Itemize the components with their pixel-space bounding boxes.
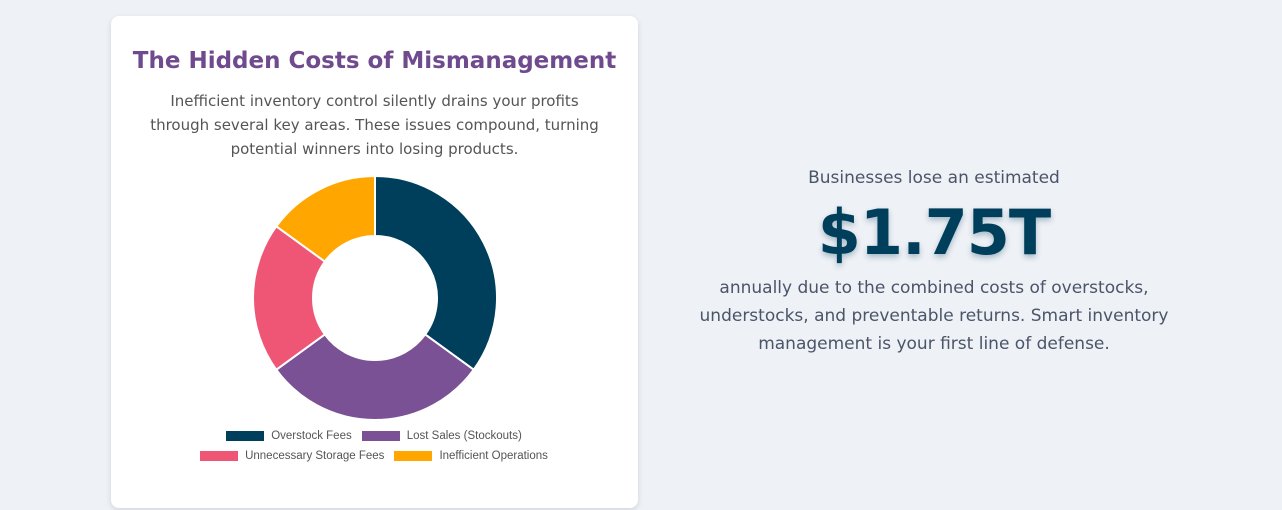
doughnut-segment[interactable] (274, 176, 376, 263)
legend-swatch (200, 451, 239, 461)
card: The Hidden Costs of Mismanagement Ineffi… (111, 16, 638, 508)
card-description: Inefficient inventory control silently d… (150, 92, 599, 158)
legend-item[interactable]: Unnecessary Storage Fees (200, 450, 384, 462)
legend-item[interactable]: Inefficient Operations (394, 450, 548, 462)
legend-swatch (361, 431, 400, 441)
doughnut-segment[interactable] (252, 224, 327, 372)
stat-text: annually due to the combined costs of ov… (699, 278, 1169, 354)
legend-item[interactable]: Lost Sales (Stockouts) (361, 430, 522, 442)
stat-amount: $1.75T (817, 196, 1051, 269)
legend: Overstock Fees Lost Sales (Stockouts) Unne… (189, 430, 559, 462)
legend-label: Lost Sales (Stockouts) (406, 430, 522, 442)
legend-label: Overstock Fees (271, 430, 352, 442)
doughnut-segment[interactable] (374, 176, 498, 372)
card-title: The Hidden Costs of Mismanagement (132, 48, 617, 74)
legend-label: Inefficient Operations (439, 450, 548, 462)
legend-label: Unnecessary Storage Fees (245, 450, 385, 462)
doughnut-chart (252, 176, 498, 421)
legend-swatch (394, 451, 433, 461)
legend-swatch (226, 431, 265, 441)
doughnut-segment[interactable] (274, 333, 476, 421)
stat-intro: Businesses lose an estimated (808, 168, 1060, 188)
legend-item[interactable]: Overstock Fees (226, 430, 352, 442)
